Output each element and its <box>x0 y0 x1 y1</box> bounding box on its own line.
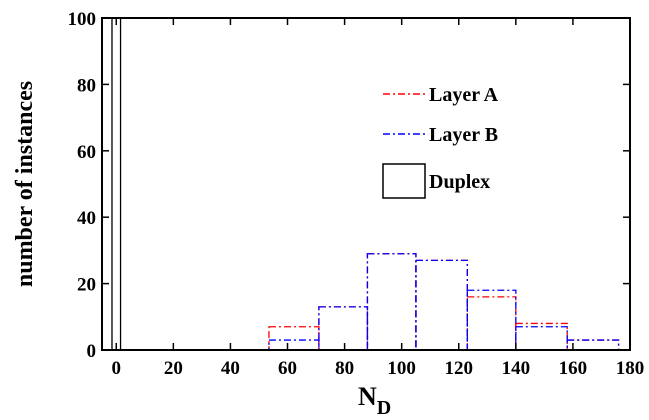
y-axis-label: number of instances <box>12 81 38 287</box>
legend: Layer A Layer B Duplex <box>382 84 499 199</box>
bar-layer-b-4 <box>466 289 517 351</box>
bar-layer-a-2 <box>366 253 417 351</box>
x-tick-label-1: 20 <box>164 358 183 379</box>
x-axis-label-subscript: D <box>377 397 391 419</box>
y-tick-label-2: 40 <box>77 208 96 229</box>
x-tick-label-6: 120 <box>445 358 474 379</box>
axis-ticks: 0 20 40 60 80 100 120 140 160 180 0 20 40 60 80 100 <box>68 9 645 379</box>
bar-layer-b-6 <box>566 339 620 351</box>
bar-layer-b-1 <box>318 306 369 351</box>
x-tick-label-7: 140 <box>502 358 531 379</box>
bar-layer-a-4 <box>466 296 517 351</box>
chart-marks <box>111 17 620 351</box>
legend-label-duplex: Duplex <box>429 171 490 193</box>
bar-layer-b-0 <box>268 339 320 351</box>
y-tick-label-3: 60 <box>77 142 96 163</box>
x-axis-label: ND <box>358 382 391 419</box>
y-tick-label-4: 80 <box>77 75 96 96</box>
y-tick-label-0: 0 <box>87 341 97 362</box>
bar-duplex-0 <box>111 17 122 351</box>
bar-layer-a-1 <box>318 306 369 351</box>
x-tick-label-5: 100 <box>387 358 416 379</box>
bar-layer-b-2 <box>366 253 417 351</box>
bar-layer-a-0 <box>268 326 320 351</box>
x-tick-label-0: 0 <box>112 358 122 379</box>
legend-label-layer-a: Layer A <box>429 84 499 106</box>
x-tick-label-2: 40 <box>221 358 240 379</box>
x-tick-label-3: 60 <box>278 358 297 379</box>
legend-label-layer-b: Layer B <box>429 124 498 146</box>
plot-frame <box>101 17 631 351</box>
bar-layer-a-5 <box>515 322 568 351</box>
y-tick-label-1: 20 <box>77 275 96 296</box>
bar-layer-b-3 <box>415 259 468 351</box>
bar-layer-a-3 <box>415 259 468 351</box>
legend-swatch-duplex <box>382 163 426 199</box>
x-tick-label-4: 80 <box>335 358 354 379</box>
bar-layer-a-6 <box>566 339 620 351</box>
x-tick-label-8: 160 <box>559 358 588 379</box>
bar-layer-b-5 <box>515 326 568 351</box>
x-axis-label-main: N <box>358 382 377 411</box>
y-tick-label-5: 100 <box>68 9 97 30</box>
x-tick-label-9: 180 <box>616 358 645 379</box>
